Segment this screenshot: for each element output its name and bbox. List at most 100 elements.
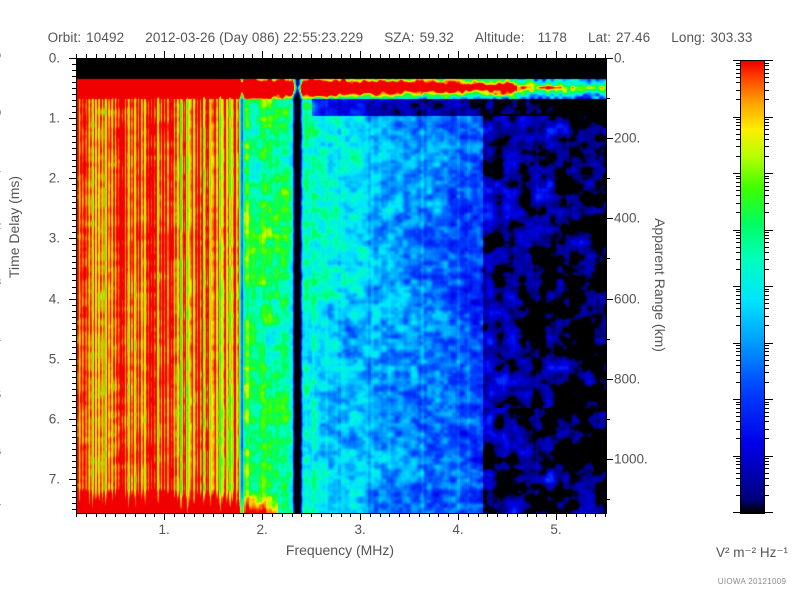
x-axis-top-tick (585, 54, 586, 58)
colorbar-minor-tick-left (736, 351, 740, 352)
colorbar-minor-tick-left (736, 429, 740, 430)
y-axis-minor-tick (72, 311, 76, 312)
y-axis-minor-tick (72, 437, 76, 438)
right-axis-tick-label: 600. (614, 291, 641, 307)
x-axis-top-tick (194, 54, 195, 58)
colorbar-minor-tick-left (736, 308, 740, 309)
y-axis-minor-tick (72, 124, 76, 125)
colorbar-tick-label: 10-11 (0, 165, 1, 181)
colorbar-minor-tick-left (736, 461, 740, 462)
ionogram-plot-area (76, 58, 607, 514)
x-axis-major-tick (556, 513, 557, 520)
y-axis-tick-label: 2. (48, 170, 60, 186)
colorbar-minor-tick-left (736, 438, 740, 439)
colorbar-minor-tick-right (764, 238, 769, 239)
colorbar-minor-tick-left (736, 473, 740, 474)
y-axis-major-tick (69, 118, 76, 119)
right-axis-tick-label: 0. (614, 50, 626, 66)
colorbar-minor-tick-right (764, 473, 769, 474)
x-axis-minor-tick (321, 513, 322, 517)
colorbar-minor-tick-right (764, 65, 769, 66)
colorbar-minor-tick-right (764, 416, 769, 417)
y-axis-minor-tick (72, 148, 76, 149)
colorbar-minor-tick-right (764, 134, 769, 135)
x-axis-top-tick (536, 54, 537, 58)
colorbar-minor-tick-right (764, 129, 769, 130)
x-axis-minor-tick (566, 513, 567, 517)
colorbar-minor-tick-left (736, 190, 740, 191)
colorbar-minor-tick-left (736, 412, 740, 413)
colorbar-minor-tick-left (736, 77, 740, 78)
x-axis-minor-tick (233, 513, 234, 517)
x-axis-minor-tick (252, 513, 253, 517)
colorbar-major-tick-right (764, 117, 773, 118)
left-axis-tick-labels: 0. 1. 2. 3. 4. 5. 6. 7. (0, 0, 70, 600)
colorbar-minor-tick-right (764, 178, 769, 179)
y-axis-minor-tick (72, 250, 76, 251)
colorbar-major-tick-left (733, 60, 740, 61)
colorbar-minor-tick-right (764, 485, 769, 486)
colorbar-minor-tick-right (764, 355, 769, 356)
x-axis-top-tick (487, 54, 488, 58)
spectrogram-canvas (77, 59, 606, 513)
colorbar-minor-tick-left (736, 238, 740, 239)
x-axis-minor-tick (341, 513, 342, 517)
colorbar-minor-tick-right (764, 146, 769, 147)
colorbar-minor-tick-right (764, 122, 769, 123)
colorbar-major-tick-left (733, 399, 740, 400)
y-axis-minor-tick (72, 94, 76, 95)
colorbar-minor-tick-left (736, 176, 740, 177)
x-axis-top-tick (203, 54, 204, 58)
colorbar-minor-tick-left (736, 458, 740, 459)
header-datetime: 2012-03-26 (Day 086) 22:55:23.229 (145, 30, 364, 45)
x-axis-top-tick (370, 54, 371, 58)
x-axis-top-tick (311, 54, 312, 58)
x-axis-minor-tick (76, 513, 77, 517)
y-axis-minor-tick (72, 244, 76, 245)
colorbar-tick-label: 10-13 (0, 278, 1, 294)
x-axis-top-tick (262, 51, 263, 58)
y-axis-minor-tick (72, 202, 76, 203)
colorbar-tick-label: 10-9 (0, 52, 1, 68)
x-axis-top-tick (468, 54, 469, 58)
colorbar-major-tick-right (764, 456, 773, 457)
y-axis-minor-tick (72, 280, 76, 281)
x-axis-minor-tick (203, 513, 204, 517)
right-axis-major-tick (606, 379, 613, 380)
colorbar-minor-tick-left (736, 82, 740, 83)
y-axis-minor-tick (72, 425, 76, 426)
x-axis-tick-label: 2. (256, 522, 268, 537)
colorbar-minor-tick-left (736, 182, 740, 183)
colorbar-minor-tick-right (764, 464, 769, 465)
x-axis-top-tick (86, 54, 87, 58)
header-altitude-label: Altitude: (474, 30, 525, 45)
x-axis-top-tick (576, 54, 577, 58)
y-axis-minor-tick (72, 365, 76, 366)
x-axis-top-tick (331, 54, 332, 58)
y-axis-minor-tick (72, 431, 76, 432)
y-axis-minor-tick (72, 64, 76, 65)
x-axis-top-tick (125, 54, 126, 58)
colorbar-major-tick-left (733, 173, 740, 174)
x-axis-minor-tick (585, 513, 586, 517)
colorbar-minor-tick-right (764, 372, 769, 373)
x-axis-minor-tick (301, 513, 302, 517)
colorbar-minor-tick-left (736, 63, 740, 64)
colorbar-major-tick-left (733, 456, 740, 457)
x-axis-minor-tick (86, 513, 87, 517)
y-axis-tick-label: 5. (48, 351, 60, 367)
x-axis-minor-tick (438, 513, 439, 517)
x-axis-tick-label: 5. (550, 522, 562, 537)
x-axis-minor-tick (536, 513, 537, 517)
x-axis-minor-tick (115, 513, 116, 517)
x-axis-minor-tick (331, 513, 332, 517)
y-axis-major-tick (69, 58, 76, 59)
right-axis-major-tick (606, 58, 613, 59)
x-axis-top-tick (233, 54, 234, 58)
y-axis-minor-tick (72, 196, 76, 197)
y-axis-minor-tick (72, 305, 76, 306)
colorbar-minor-tick-right (764, 316, 769, 317)
x-axis-top-tick (507, 54, 508, 58)
x-axis-minor-tick (419, 513, 420, 517)
right-axis-minor-tick (606, 98, 610, 99)
